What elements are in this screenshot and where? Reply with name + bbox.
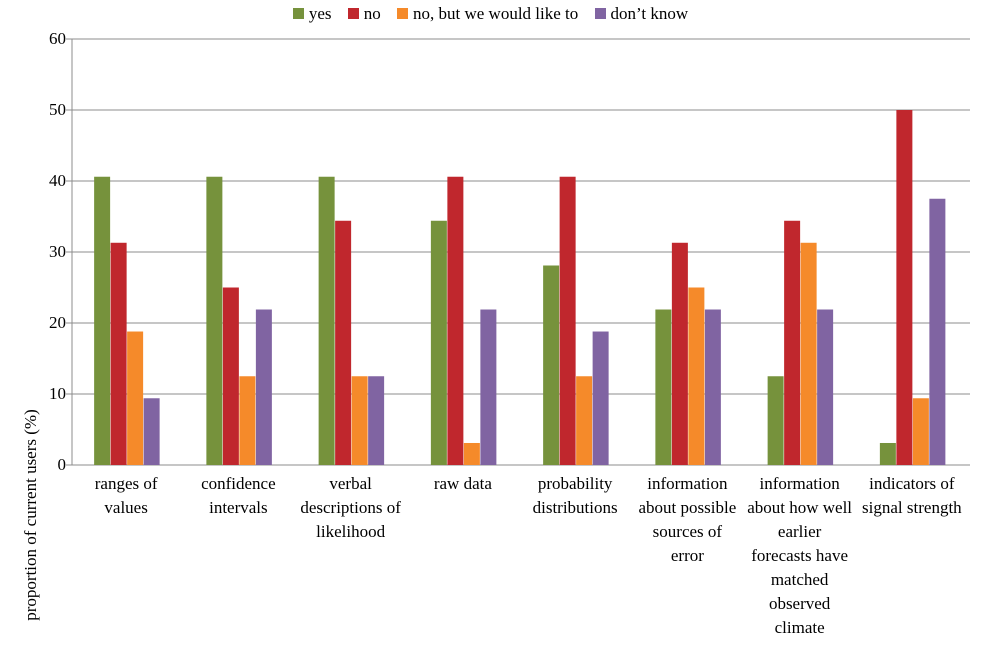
bar-yes-2	[318, 176, 335, 466]
bar-don-t-know-3	[480, 309, 497, 465]
bar-don-t-know-6	[817, 309, 834, 465]
x-category-label: ranges of values	[94, 474, 158, 517]
y-tick-label: 0	[57, 455, 67, 474]
bar-no-but-we-would-like-to-7	[912, 398, 929, 465]
x-category-label: information about how well earlier forecast…	[747, 474, 853, 637]
bar-no-0	[110, 242, 127, 465]
bar-yes-1	[206, 176, 223, 466]
legend-item-yes: yes	[292, 4, 332, 24]
legend-swatch-dont-know	[594, 8, 606, 19]
bar-don-t-know-1	[255, 309, 272, 465]
bar-no-7	[896, 110, 913, 465]
bar-no-but-we-would-like-to-0	[127, 331, 144, 465]
bar-yes-4	[543, 265, 560, 465]
y-tick-label: 40	[49, 171, 66, 190]
legend-label-no: no	[363, 4, 381, 23]
chart-legend: yes no no, but we would like to don’t kn…	[0, 4, 981, 24]
y-tick-label: 20	[49, 313, 66, 332]
bar-no-but-we-would-like-to-6	[800, 242, 817, 465]
legend-item-dont-know: don’t know	[594, 4, 689, 24]
bar-yes-7	[879, 442, 896, 465]
bar-no-but-we-would-like-to-1	[239, 376, 256, 465]
x-category-label: probability distributions	[532, 474, 618, 517]
legend-label-would-like: no, but we would like to	[413, 4, 579, 23]
bar-don-t-know-4	[592, 331, 609, 465]
bar-don-t-know-2	[368, 376, 385, 465]
bar-no-but-we-would-like-to-3	[463, 442, 480, 465]
bar-no-6	[784, 220, 801, 465]
legend-item-would-like: no, but we would like to	[397, 4, 578, 24]
bar-no-5	[671, 242, 688, 465]
x-category-label: raw data	[433, 474, 492, 493]
bar-don-t-know-7	[929, 198, 946, 465]
bar-no-1	[222, 287, 239, 465]
bar-no-3	[447, 176, 464, 466]
x-category-label: verbal descriptions of likelihood	[300, 474, 401, 541]
bar-don-t-know-5	[704, 309, 721, 465]
y-tick-label: 50	[49, 100, 66, 119]
bar-don-t-know-0	[143, 398, 160, 465]
legend-label-dont-know: don’t know	[610, 4, 689, 23]
bar-no-2	[335, 220, 352, 465]
legend-swatch-yes	[292, 8, 304, 19]
bar-yes-6	[767, 376, 784, 465]
legend-label-yes: yes	[308, 4, 332, 23]
y-tick-label: 10	[49, 384, 66, 403]
bar-no-4	[559, 176, 576, 466]
x-category-label: confidence intervals	[201, 474, 276, 517]
legend-item-no: no	[347, 4, 381, 24]
bar-yes-0	[94, 176, 111, 466]
legend-swatch-would-like	[397, 8, 409, 19]
bar-no-but-we-would-like-to-4	[576, 376, 593, 465]
y-tick-label: 60	[49, 29, 66, 48]
bar-yes-5	[655, 309, 672, 465]
y-tick-label: 30	[49, 242, 66, 261]
bar-yes-3	[430, 220, 447, 465]
x-category-label: information about possible sources of error	[638, 474, 737, 565]
bar-no-but-we-would-like-to-2	[351, 376, 368, 465]
x-category-label: indicators of signal strength	[862, 474, 962, 517]
bar-no-but-we-would-like-to-5	[688, 287, 705, 465]
legend-swatch-no	[347, 8, 359, 19]
